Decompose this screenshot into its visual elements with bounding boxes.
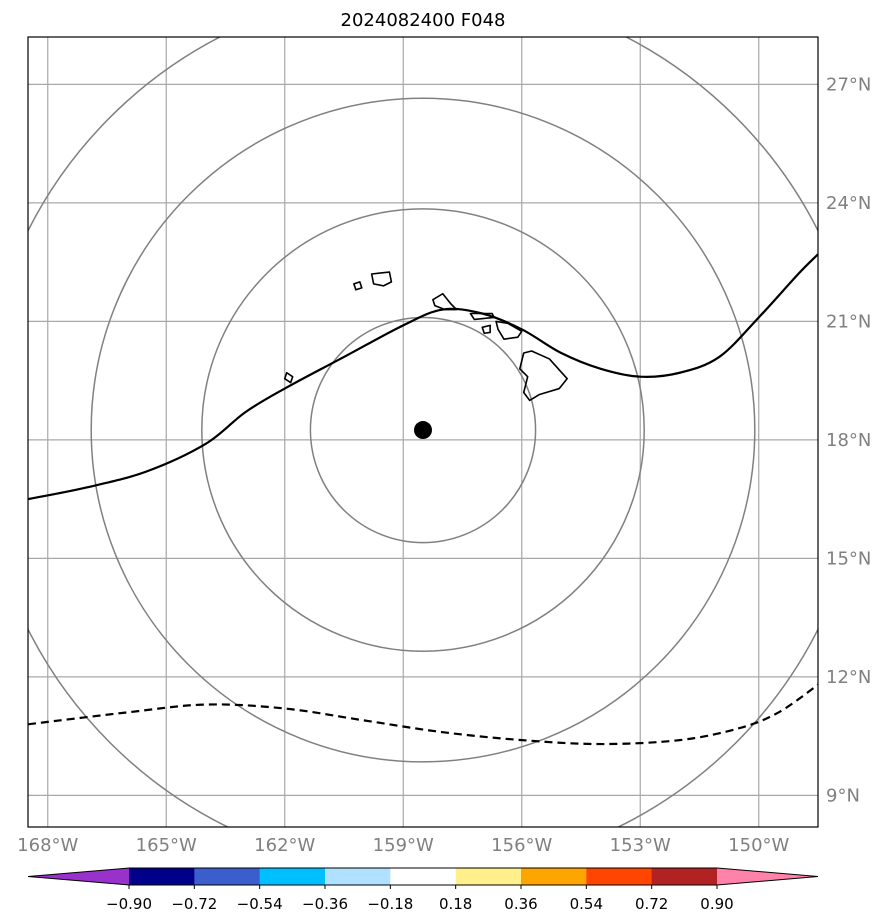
center-marker-group: [414, 421, 432, 440]
lat-tick-label-4: 21°N: [826, 311, 871, 332]
colorbar-label-8: 0.72: [635, 895, 668, 913]
island-maui: [495, 320, 523, 340]
island-molokai: [469, 312, 495, 321]
colorbar-segment-8: [651, 868, 718, 885]
lon-tick-label-4: 156°W: [491, 835, 552, 856]
range-rings: [28, 37, 818, 827]
lat-tick-label-2: 15°N: [826, 548, 871, 569]
lon-tick-label-1: 165°W: [136, 835, 197, 856]
lon-tick-label-2: 162°W: [254, 835, 315, 856]
colorbar-segment-3: [325, 868, 391, 885]
range-ring-1: [201, 208, 645, 652]
lon-tick-label-0: 168°W: [17, 835, 78, 856]
colorbar-segment-4: [390, 868, 457, 885]
colorbar-segment-7: [586, 868, 653, 885]
lon-tick-label-6: 150°W: [728, 835, 789, 856]
lon-tick-label-5: 153°W: [610, 835, 671, 856]
range-ring-0: [309, 316, 537, 544]
island-nihoa: [283, 371, 294, 384]
contours: [28, 253, 818, 746]
colorbar-label-1: −0.72: [171, 895, 217, 913]
lat-tick-label-1: 12°N: [826, 667, 871, 688]
plot-title: 2024082400 F048: [341, 10, 506, 31]
gridlines: [28, 37, 818, 827]
range-ring-3: [28, 37, 818, 827]
colorbar-label-0: −0.90: [106, 895, 152, 913]
colorbar: −0.90 −0.72 −0.54 −0.36 −0.18 0.18 0.36 0.54 0.7…: [27, 867, 819, 913]
island-hawaii: [518, 350, 568, 402]
colorbar-label-5: 0.18: [439, 895, 472, 913]
longitude-labels: 168°W 165°W 162°W 159°W 156°W 153°W 150°W: [17, 835, 789, 856]
coastlines: [283, 271, 568, 402]
island-lanai: [481, 324, 491, 335]
lat-tick-label-6: 27°N: [826, 74, 871, 95]
map-frame: [27, 36, 819, 828]
range-ring-2: [90, 97, 756, 763]
solid-contour-line: [28, 253, 818, 501]
island-niihau: [353, 281, 363, 291]
storm-center-marker: [414, 421, 432, 440]
lon-tick-label-3: 159°W: [373, 835, 434, 856]
lat-tick-label-5: 24°N: [826, 193, 871, 214]
colorbar-label-7: 0.54: [570, 895, 603, 913]
colorbar-segment-5: [455, 868, 522, 885]
colorbar-label-6: 0.36: [504, 895, 537, 913]
colorbar-segment-6: [521, 868, 587, 885]
colorbar-segment-2: [259, 868, 326, 885]
colorbar-label-4: −0.18: [367, 895, 413, 913]
colorbar-extend-high: [717, 868, 818, 885]
colorbar-extend-low: [28, 868, 129, 885]
colorbar-label-9: 0.90: [700, 895, 733, 913]
dashed-contour-line: [28, 683, 818, 746]
lat-tick-label-0: 9°N: [826, 785, 860, 806]
lat-tick-label-3: 18°N: [826, 430, 871, 451]
island-oahu: [432, 292, 458, 311]
colorbar-segment-1: [194, 868, 261, 885]
colorbar-segment-0: [129, 868, 195, 885]
colorbar-label-3: −0.36: [302, 895, 348, 913]
latitude-labels: 9°N 12°N 15°N 18°N 21°N 24°N 27°N: [826, 74, 871, 806]
colorbar-label-2: −0.54: [237, 895, 283, 913]
island-kauai: [370, 271, 393, 287]
